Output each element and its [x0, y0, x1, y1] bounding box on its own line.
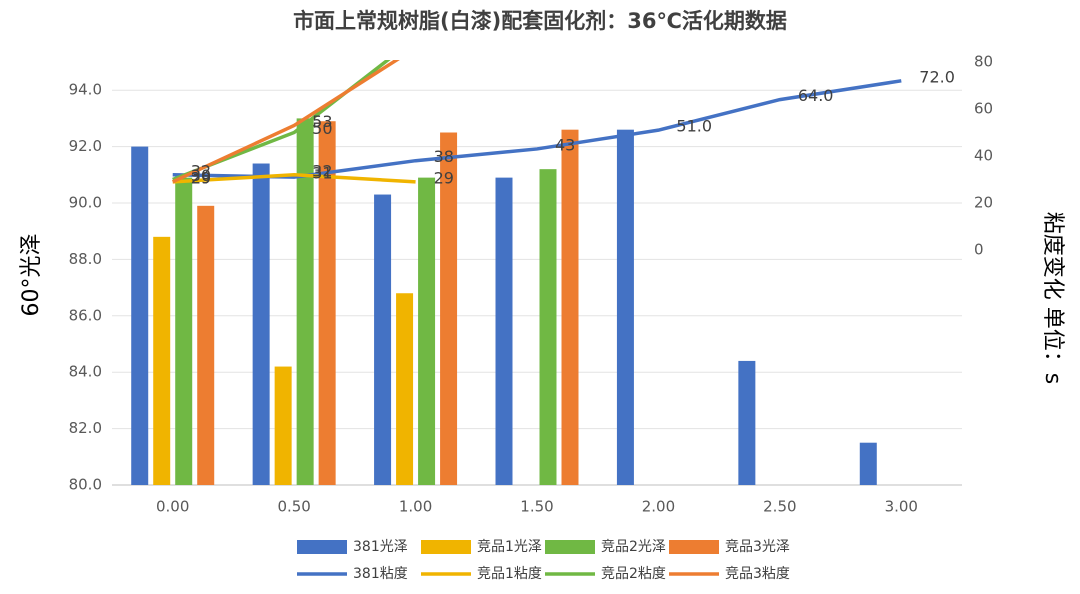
line-series	[172, 173, 416, 184]
legend-label: 381粘度	[353, 566, 408, 582]
y2-tick-label: 40	[974, 147, 993, 165]
legend-label: 竞品1光泽	[477, 538, 542, 555]
legend-label: 竞品1粘度	[477, 565, 542, 582]
x-tick-label: 2.00	[642, 498, 675, 516]
legend: 381光泽 竞品1光泽 竞品2光泽 竞品3光泽 381粘度 竞品1粘度 竞品2粘度 竞品3粘度	[297, 538, 790, 582]
line-series	[171, 60, 400, 184]
bar	[274, 366, 292, 485]
data-label: 72.0	[919, 67, 955, 86]
y2-tick-label: 80	[974, 53, 993, 71]
x-tick-label: 0.00	[156, 498, 189, 516]
data-label: 29	[434, 168, 454, 187]
bar	[153, 236, 171, 485]
x-tick-label: 2.50	[763, 498, 796, 516]
bar	[738, 360, 756, 485]
y-tick-label: 88.0	[69, 250, 102, 268]
line-series	[172, 79, 902, 179]
bar	[418, 177, 436, 485]
data-label: 51.0	[676, 117, 712, 136]
y-tick-label: 90.0	[69, 194, 102, 212]
data-label: 53	[312, 112, 332, 131]
bar	[616, 129, 634, 485]
bar	[374, 194, 392, 486]
lines	[171, 60, 902, 184]
bar	[296, 118, 314, 486]
data-label: 38	[434, 147, 454, 166]
bar	[539, 169, 557, 485]
legend-label: 竞品2光泽	[601, 538, 666, 555]
legend-swatch	[545, 540, 595, 554]
y2-tick-label: 0	[974, 241, 984, 259]
y2-axis-title: 粘度变化 单位：s	[1040, 212, 1065, 384]
x-tick-label: 0.50	[277, 498, 310, 516]
y-tick-label: 94.0	[69, 81, 102, 99]
bar	[252, 163, 270, 485]
legend-swatch	[421, 540, 471, 554]
y2-tick-label: 60	[974, 100, 993, 118]
legend-swatch	[669, 540, 719, 554]
bar	[318, 121, 336, 485]
y2-tick-label: 20	[974, 194, 993, 212]
bar	[440, 132, 458, 485]
data-label: 50	[312, 119, 332, 138]
y-axis-title: 60°光泽	[19, 234, 44, 317]
x-tick-label: 3.00	[885, 498, 918, 516]
y-tick-label: 84.0	[69, 363, 102, 381]
legend-label: 竞品2粘度	[601, 565, 666, 582]
legend-label: 竞品3粘度	[725, 565, 790, 582]
bar	[495, 177, 513, 485]
bar	[396, 293, 414, 485]
data-label: 64.0	[798, 86, 834, 105]
data-label: 43	[555, 135, 575, 154]
bars	[131, 118, 877, 486]
line-series	[172, 60, 391, 182]
bar	[561, 129, 579, 485]
y-tick-label: 82.0	[69, 419, 102, 437]
data-label: 29	[191, 168, 211, 187]
x-tick-label: 1.50	[520, 498, 553, 516]
chart-title: 市面上常规树脂(白漆)配套固化剂：36℃活化期数据	[293, 9, 787, 33]
x-tick-label: 1.00	[399, 498, 432, 516]
bar	[197, 205, 215, 485]
legend-label: 381光泽	[353, 539, 408, 555]
y-tick-label: 86.0	[69, 306, 102, 324]
data-label: 32	[191, 161, 211, 180]
y-tick-label: 92.0	[69, 137, 102, 155]
y-tick-label: 80.0	[69, 476, 102, 494]
data-label: 32	[312, 161, 332, 180]
bar	[175, 177, 193, 485]
legend-swatch	[297, 540, 347, 554]
data-label: 30	[191, 166, 211, 185]
data-label: 31	[312, 164, 332, 183]
legend-label: 竞品3光泽	[725, 538, 790, 555]
data-label: 29	[191, 168, 211, 187]
bar	[859, 442, 877, 485]
bar	[131, 146, 149, 485]
